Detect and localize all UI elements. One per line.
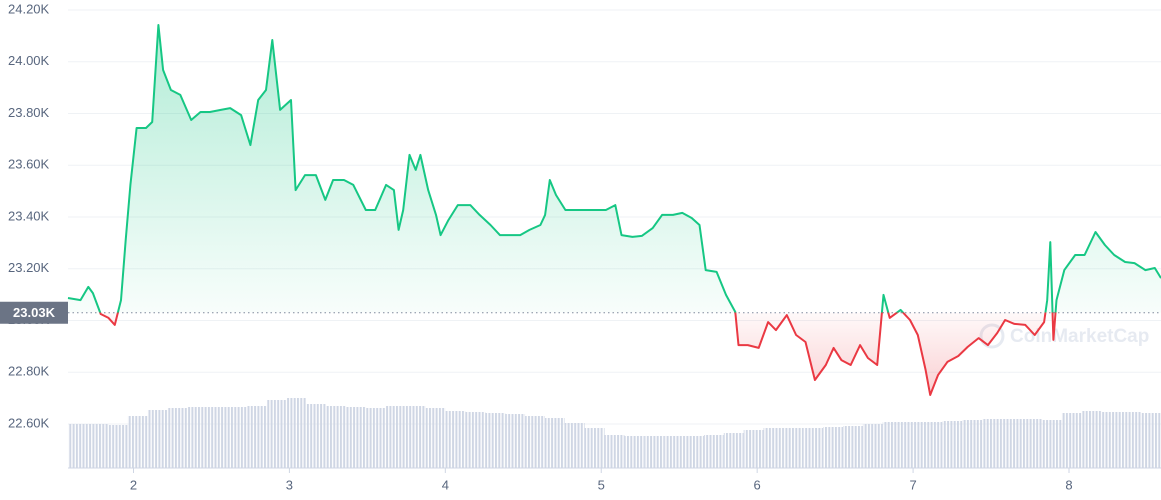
volume-bar: [167, 408, 188, 468]
y-tick-label: 22.80K: [8, 364, 50, 379]
y-tick-label: 22.60K: [8, 415, 50, 430]
volume-bar: [902, 422, 923, 468]
volume-bar: [1101, 412, 1122, 468]
volume-bar: [1081, 411, 1102, 468]
volume-bar: [843, 426, 863, 468]
volume-bar: [385, 406, 406, 468]
volume-bar: [1061, 413, 1082, 468]
volume-bar: [982, 419, 1003, 468]
volume-bar: [942, 421, 963, 468]
volume-bar: [544, 418, 565, 468]
volume-bar: [962, 420, 983, 468]
volume-bar: [366, 408, 386, 468]
volume-bar: [922, 422, 943, 468]
volume-bar: [246, 406, 267, 468]
volume-bar: [882, 422, 903, 468]
volume-bar: [703, 435, 724, 468]
volume-bar: [127, 416, 148, 468]
y-tick-label: 24.00K: [8, 53, 50, 68]
y-tick-label: 23.60K: [8, 157, 50, 172]
volume-bar: [763, 428, 784, 468]
volume-bar: [485, 413, 506, 468]
volume-bar: [107, 425, 128, 468]
volume-bar: [405, 406, 426, 468]
volume-bar: [87, 424, 108, 468]
volume-bar: [604, 435, 625, 468]
area: [68, 25, 1161, 395]
x-tick-label: 8: [1065, 477, 1072, 492]
volume-bar: [862, 424, 883, 468]
volume-bar: [783, 428, 804, 468]
volume-bar: [525, 416, 545, 468]
x-tick-label: 6: [754, 477, 761, 492]
volume-bar: [286, 398, 307, 468]
volume-bar: [1002, 419, 1022, 468]
volume-bar: [823, 427, 844, 468]
price-line: [67, 24, 1161, 396]
volume-bar: [1141, 413, 1161, 468]
volume-bar: [723, 433, 744, 468]
x-tick-label: 5: [598, 477, 605, 492]
volume-bar: [68, 424, 88, 468]
volume-bar: [684, 436, 704, 468]
x-tick-label: 3: [286, 477, 293, 492]
volume-bar: [226, 407, 247, 468]
volume-bar: [624, 436, 645, 468]
volume-bar: [207, 407, 227, 468]
volume-bar: [505, 414, 526, 468]
volume-bar: [266, 400, 287, 468]
volume-bar: [187, 407, 208, 468]
volume-bar: [147, 410, 168, 468]
volume-bar: [803, 428, 824, 468]
y-tick-label: 23.80K: [8, 105, 50, 120]
volume-bar: [326, 406, 347, 468]
volume-bar: [644, 436, 665, 468]
x-tick-label: 4: [442, 477, 449, 492]
baseline-label: 23.03K: [13, 305, 56, 320]
watermark-text: CoinMarketCap: [1010, 326, 1149, 347]
y-tick-label: 23.40K: [8, 208, 50, 223]
volume-bar: [1041, 420, 1062, 468]
volume-bar: [425, 408, 446, 468]
volume-bar: [584, 428, 605, 468]
volume-bar: [1121, 412, 1142, 468]
y-tick-label: 23.20K: [8, 260, 50, 275]
baseline-label-box: [0, 301, 68, 324]
volume-bar: [445, 411, 466, 468]
volume-bar: [465, 412, 486, 468]
x-tick-label: 7: [909, 477, 916, 492]
volume-bar: [664, 436, 685, 468]
y-tick-label: 24.20K: [8, 1, 50, 16]
volume-bar: [564, 423, 585, 468]
watermark: CoinMarketCap: [979, 323, 1149, 349]
volume-bar: [1021, 419, 1042, 468]
volume-bar: [346, 407, 367, 468]
volume-bar: [306, 404, 327, 468]
volume-bar: [743, 430, 764, 468]
x-tick-label: 2: [130, 477, 137, 492]
